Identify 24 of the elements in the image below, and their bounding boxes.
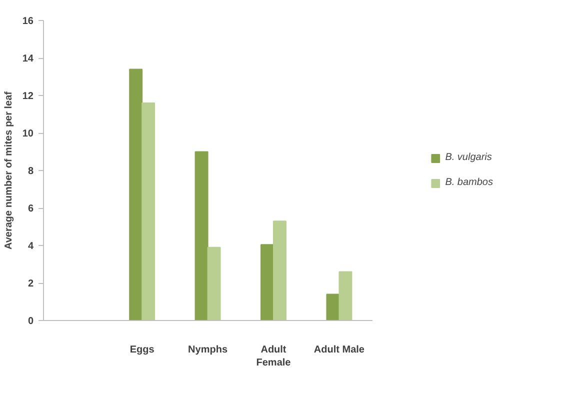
bar [207,246,221,320]
y-tick-label: 8 [28,166,34,177]
x-tick-label: Adult Male [314,344,365,356]
y-tick-label: 16 [22,16,34,27]
y-tick-label: 4 [28,241,34,252]
legend-label: B. vulgaris [445,152,492,163]
bar [338,271,352,320]
y-tick-label: 0 [28,316,34,327]
y-axis-title: Average number of mites per leaf [3,90,14,250]
x-tick-label: Adult Female [256,344,292,369]
bar [273,220,286,320]
bar [194,151,208,320]
legend-label: B. bambos [445,177,493,188]
y-tick-label: 6 [28,204,34,214]
y-tick-label: 12 [22,91,34,102]
y-tick-label: 2 [28,278,34,290]
bar [260,244,274,320]
bar [326,294,340,320]
bar [142,102,156,320]
x-tick-label: Nymphs [188,344,228,356]
y-tick-label: 14 [22,54,34,64]
bar [129,68,143,320]
x-tick-label: Eggs [130,344,155,356]
y-tick-label: 10 [22,128,34,140]
